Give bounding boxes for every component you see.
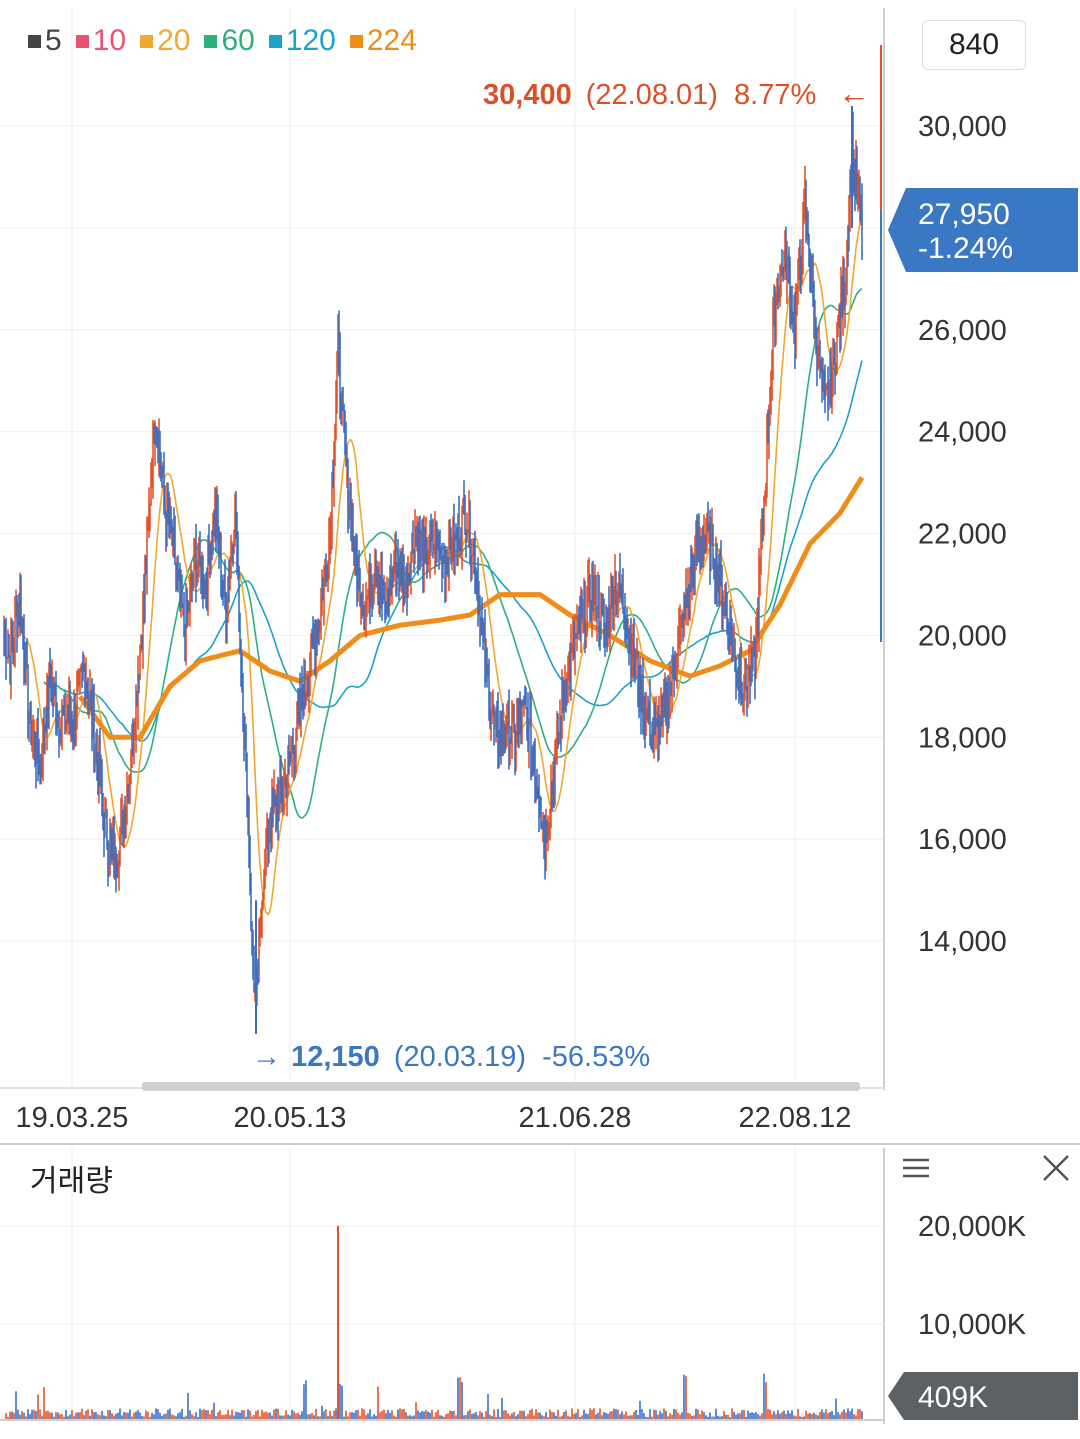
legend-item-ma224[interactable]: 224 (349, 24, 417, 58)
volume-panel-title: 거래량 (30, 1165, 113, 1198)
y-tick-label: 16,000 (918, 824, 1007, 856)
candles-down (4, 111, 863, 1011)
legend-item-ma10[interactable]: 10 (75, 24, 127, 58)
volume-current-value: 409K (918, 1381, 988, 1414)
low-pct: -56.53% (542, 1041, 650, 1073)
volume-current-badge: 409K (888, 1372, 1078, 1420)
high-value: 30,400 (483, 79, 572, 111)
y-tick-label: 24,000 (918, 417, 1007, 449)
x-tick-label: 22.08.12 (739, 1102, 852, 1134)
low-date: (20.03.19) (394, 1041, 526, 1073)
legend-label: 120 (285, 24, 336, 57)
ma224-line (77, 476, 865, 740)
volume-tick-label: 20,000K (918, 1211, 1027, 1243)
current-price-badge: 27,950 -1.24% (888, 188, 1078, 272)
top-badge[interactable]: 840 (922, 20, 1026, 70)
volume-bars-up (5, 1376, 861, 1420)
legend-label: 224 (366, 24, 417, 57)
legend-swatch (140, 34, 154, 48)
y-tick-label: 22,000 (918, 519, 1007, 551)
x-tick-label: 21.06.28 (519, 1102, 632, 1134)
candles-up (3, 129, 862, 1006)
high-arrow-icon: ← (838, 75, 870, 111)
legend-swatch (28, 34, 41, 48)
low-arrow-icon: → (252, 1041, 281, 1073)
x-tick-label: 19.03.25 (16, 1102, 129, 1134)
current-price-change: -1.24% (918, 232, 1013, 265)
legend-label: 60 (221, 24, 255, 57)
y-tick-label: 18,000 (918, 722, 1007, 754)
y-tick-label: 14,000 (918, 926, 1007, 958)
legend-item-ma20[interactable]: 20 (140, 24, 190, 58)
y-tick-label: 30,000 (918, 111, 1007, 143)
volume-tick-label: 10,000K (918, 1309, 1027, 1341)
legend-label: 10 (92, 24, 127, 57)
high-annotation: 30,400 (22.08.01) 8.77% (483, 79, 816, 111)
legend-swatch (349, 34, 363, 48)
legend-item-ma60[interactable]: 60 (204, 24, 255, 58)
close-icon[interactable] (1038, 1150, 1074, 1186)
x-tick-label: 20.05.13 (234, 1102, 347, 1134)
legend-swatch (268, 34, 282, 48)
legend-label: 20 (157, 24, 191, 57)
y-tick-label: 20,000 (918, 620, 1007, 652)
legend-label: 5 (45, 24, 62, 57)
current-price-value: 27,950 (918, 198, 1010, 231)
legend-swatch (204, 34, 218, 48)
menu-icon[interactable] (900, 1152, 932, 1184)
low-annotation: → 12,150 (20.03.19) -56.53% (252, 1041, 650, 1073)
volume-bars-down (11, 1373, 863, 1420)
range-scrollbar[interactable] (142, 1082, 860, 1091)
legend-item-ma120[interactable]: 120 (268, 24, 336, 58)
high-date: (22.08.01) (586, 79, 718, 111)
legend-item-ma5[interactable]: 5 (28, 24, 62, 58)
ma-legend: 5 10 20 60 120 224 (28, 24, 417, 58)
high-pct: 8.77% (734, 79, 816, 111)
legend-swatch (75, 34, 89, 48)
y-tick-label: 26,000 (918, 315, 1007, 347)
low-value: 12,150 (291, 1041, 380, 1073)
